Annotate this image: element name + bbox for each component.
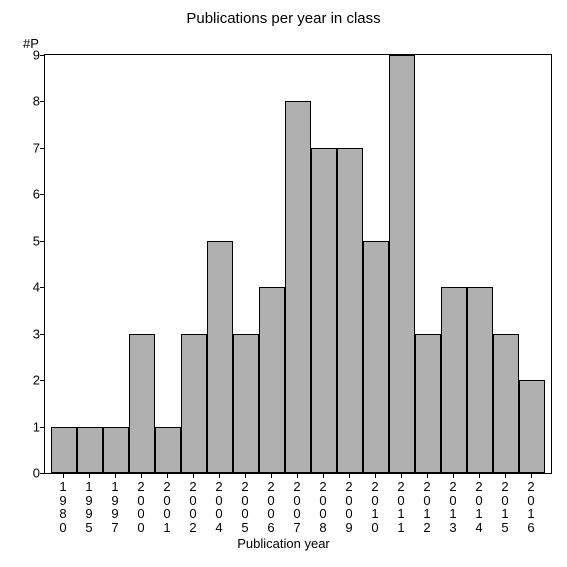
x-tick-mark	[427, 474, 428, 478]
y-tick-mark	[40, 427, 44, 428]
x-tick-label: 2 0 1 5	[499, 480, 512, 535]
y-tick-label: 6	[24, 187, 40, 202]
x-tick-mark	[349, 474, 350, 478]
y-tick-mark	[40, 380, 44, 381]
y-tick-mark	[40, 148, 44, 149]
x-tick-mark	[141, 474, 142, 478]
y-tick-label: 4	[24, 280, 40, 295]
x-tick-mark	[245, 474, 246, 478]
y-tick-mark	[40, 101, 44, 102]
bar	[181, 334, 207, 473]
x-tick-label: 2 0 1 1	[395, 480, 408, 535]
x-tick-label: 2 0 1 0	[369, 480, 382, 535]
plot-area	[44, 54, 552, 474]
y-tick-label: 1	[24, 419, 40, 434]
x-tick-mark	[193, 474, 194, 478]
x-tick-label: 2 0 1 2	[421, 480, 434, 535]
y-tick-label: 9	[24, 48, 40, 63]
bar	[259, 287, 285, 473]
y-tick-label: 2	[24, 373, 40, 388]
y-tick-label: 5	[24, 233, 40, 248]
x-tick-mark	[297, 474, 298, 478]
x-tick-label: 2 0 0 5	[239, 480, 252, 535]
x-tick-mark	[375, 474, 376, 478]
x-tick-label: 2 0 0 1	[161, 480, 174, 535]
bar	[493, 334, 519, 473]
bar	[389, 55, 415, 473]
x-tick-mark	[63, 474, 64, 478]
bar	[155, 427, 181, 473]
y-tick-label: 3	[24, 326, 40, 341]
x-tick-label: 2 0 0 0	[135, 480, 148, 535]
x-tick-label: 1 9 9 7	[109, 480, 122, 535]
x-axis-label: Publication year	[0, 536, 567, 551]
y-tick-mark	[40, 287, 44, 288]
y-tick-label: 0	[24, 466, 40, 481]
bars-group	[45, 55, 551, 473]
bar	[311, 148, 337, 473]
x-tick-label: 2 0 0 9	[343, 480, 356, 535]
x-tick-label: 2 0 0 8	[317, 480, 330, 535]
x-tick-label: 2 0 1 6	[525, 480, 538, 535]
chart-container: Publications per year in class #P 012345…	[0, 0, 567, 567]
bar	[51, 427, 77, 473]
bar	[519, 380, 545, 473]
bar	[415, 334, 441, 473]
x-tick-mark	[401, 474, 402, 478]
x-tick-label: 1 9 8 0	[57, 480, 70, 535]
x-tick-mark	[89, 474, 90, 478]
x-tick-mark	[531, 474, 532, 478]
x-tick-mark	[167, 474, 168, 478]
bar	[207, 241, 233, 473]
x-tick-label: 2 0 0 2	[187, 480, 200, 535]
bar	[337, 148, 363, 473]
x-tick-mark	[271, 474, 272, 478]
x-tick-label: 2 0 1 4	[473, 480, 486, 535]
y-tick-label: 8	[24, 94, 40, 109]
x-tick-label: 1 9 9 5	[83, 480, 96, 535]
y-tick-mark	[40, 194, 44, 195]
x-tick-mark	[453, 474, 454, 478]
y-tick-label: 7	[24, 140, 40, 155]
y-tick-mark	[40, 473, 44, 474]
x-tick-label: 2 0 0 4	[213, 480, 226, 535]
bar	[441, 287, 467, 473]
bar	[77, 427, 103, 473]
x-tick-label: 2 0 0 7	[291, 480, 304, 535]
y-tick-mark	[40, 334, 44, 335]
y-tick-mark	[40, 55, 44, 56]
chart-title: Publications per year in class	[0, 10, 567, 27]
y-tick-mark	[40, 241, 44, 242]
bar	[233, 334, 259, 473]
x-tick-mark	[505, 474, 506, 478]
bar	[467, 287, 493, 473]
bar	[285, 101, 311, 473]
x-tick-mark	[219, 474, 220, 478]
x-tick-label: 2 0 0 6	[265, 480, 278, 535]
bar	[103, 427, 129, 473]
x-tick-mark	[479, 474, 480, 478]
bar	[129, 334, 155, 473]
x-tick-label: 2 0 1 3	[447, 480, 460, 535]
x-tick-mark	[323, 474, 324, 478]
x-tick-mark	[115, 474, 116, 478]
bar	[363, 241, 389, 473]
